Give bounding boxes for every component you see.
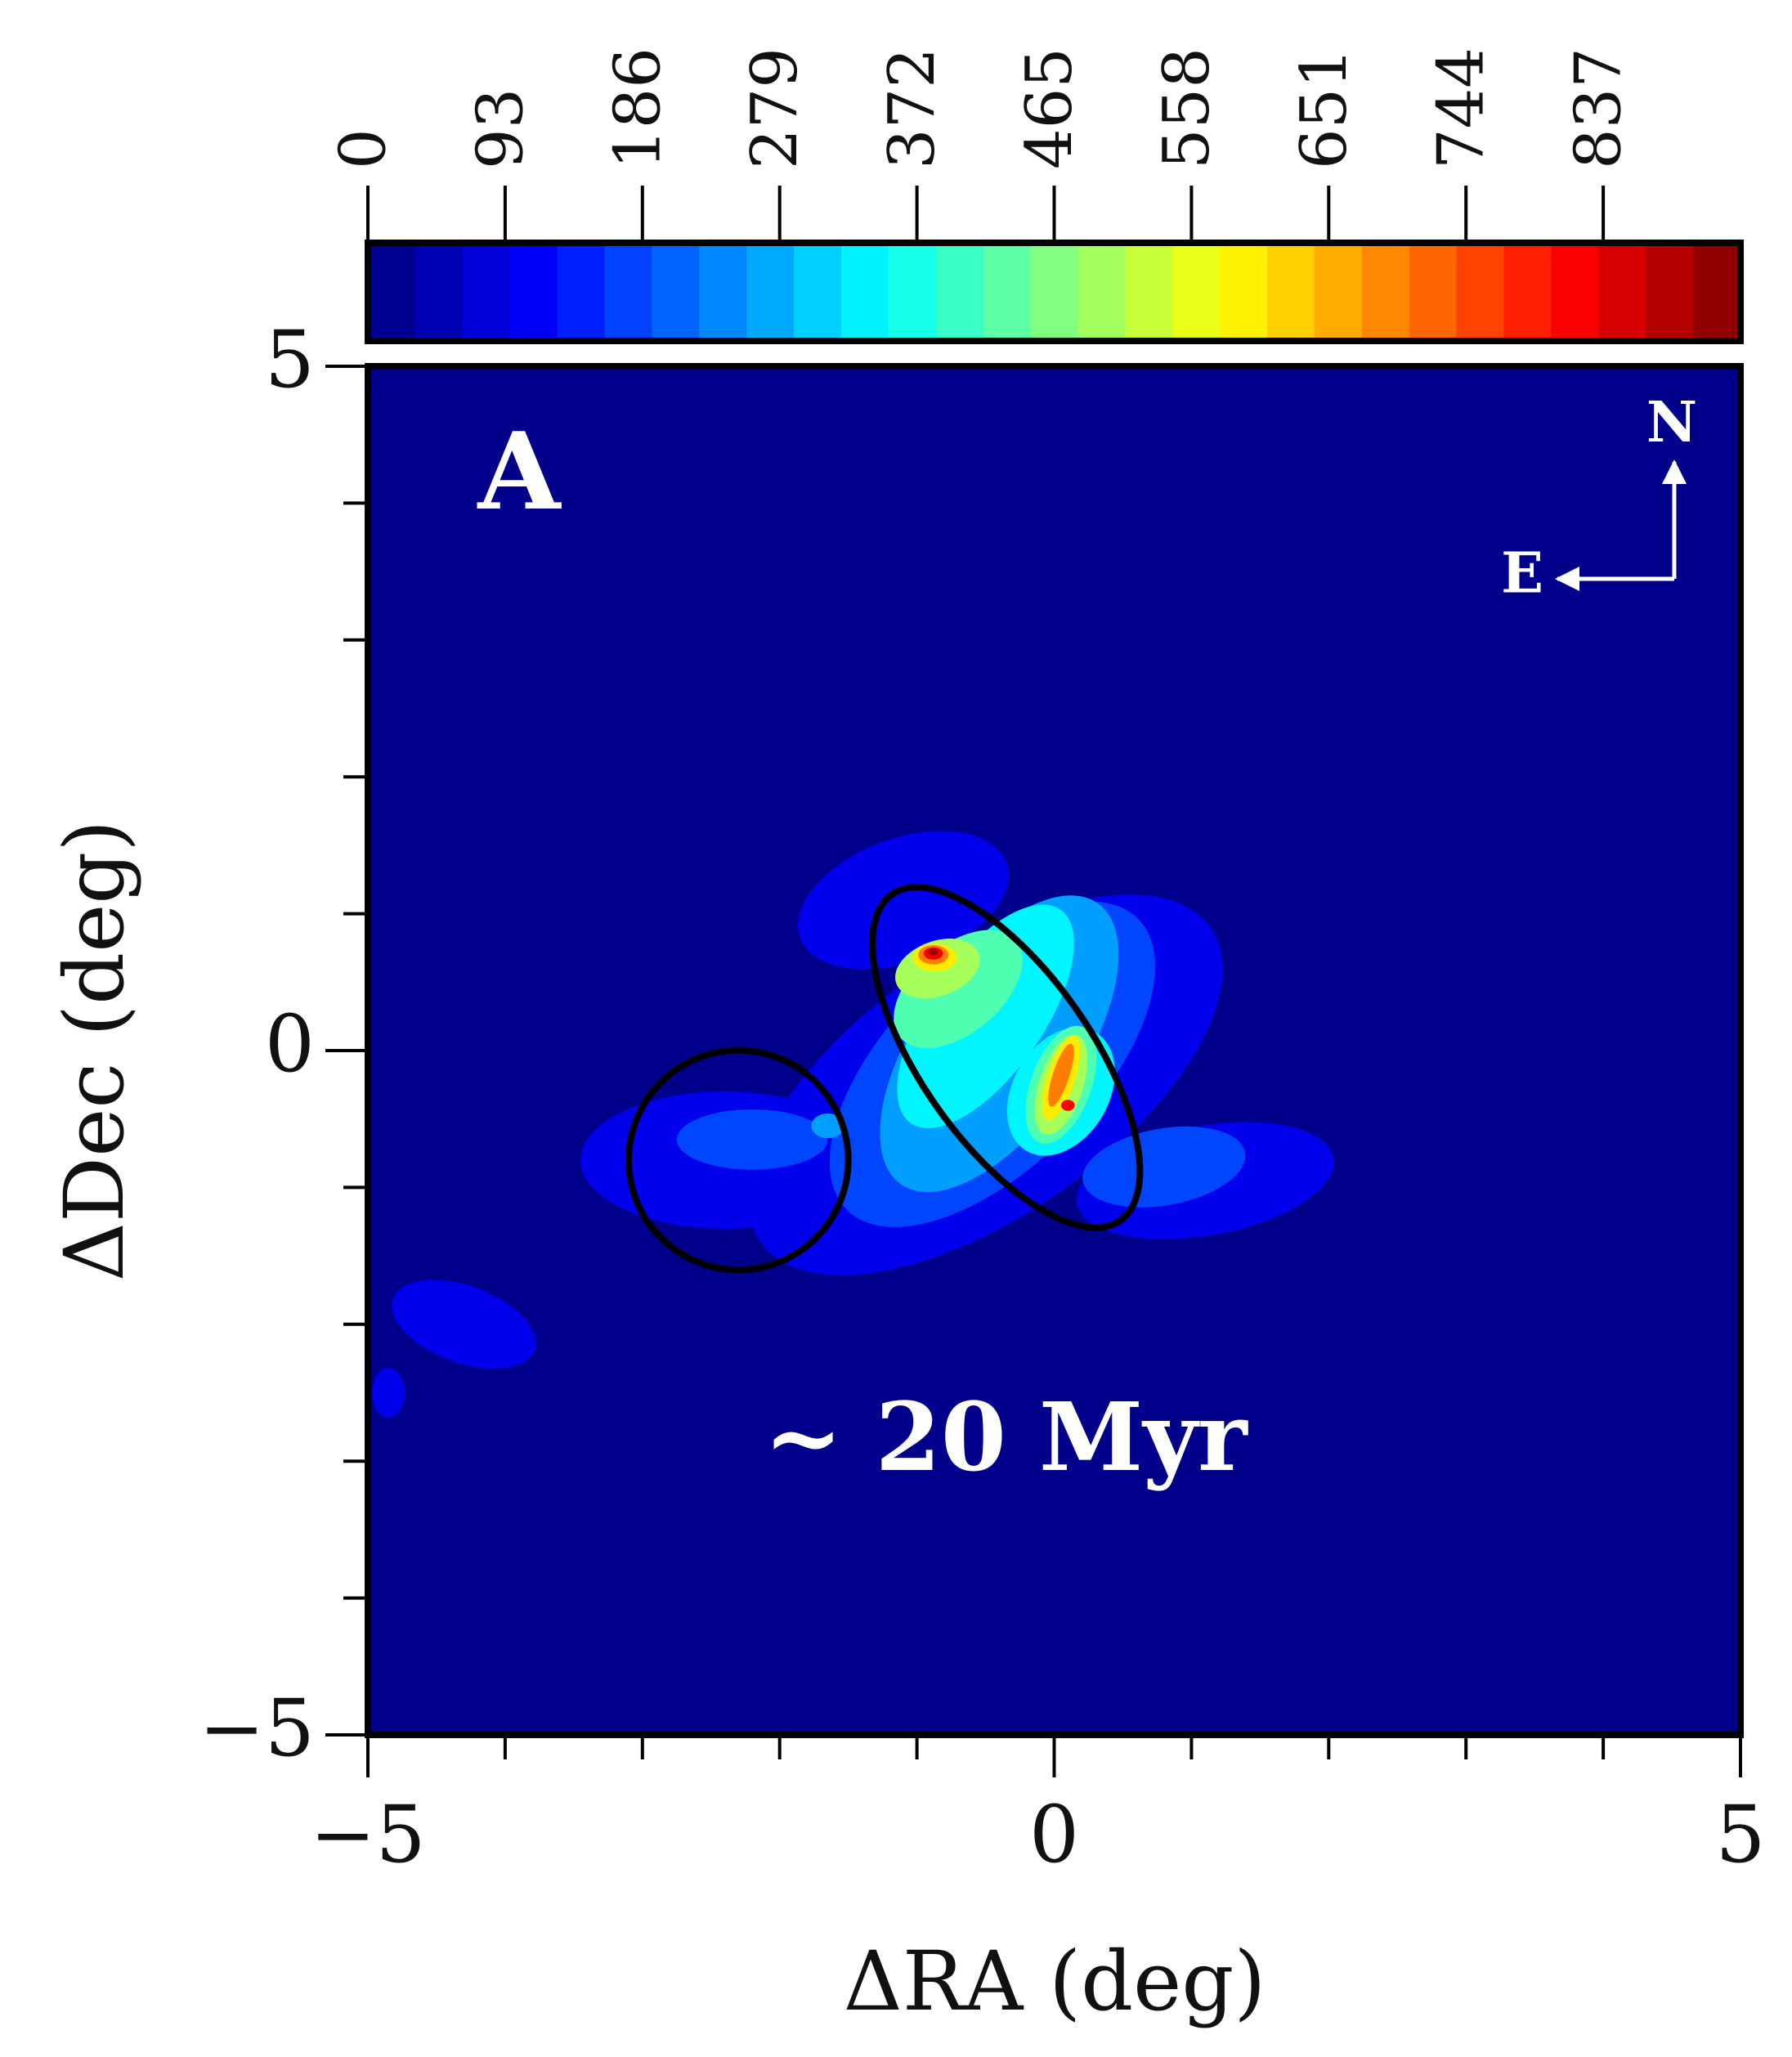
compass: N E	[1501, 390, 1697, 607]
colorbar-cell	[368, 243, 416, 341]
colorbar-cell	[1551, 243, 1599, 341]
colorbar-cell	[509, 243, 558, 341]
colorbar-cell	[888, 243, 937, 341]
colorbar-tick-label: 651	[1288, 47, 1361, 169]
panel-label: A	[477, 409, 562, 534]
density-contour	[811, 1113, 844, 1139]
colorbar-cell	[840, 243, 889, 341]
density-contour	[392, 1279, 536, 1369]
density-contour	[1048, 1043, 1074, 1107]
density-contour	[1082, 1126, 1246, 1208]
colorbar-frame	[365, 240, 1744, 344]
colorbar-cell	[1409, 243, 1458, 341]
plot-frame	[365, 363, 1744, 1738]
x-axis: −5 0 5	[310, 1738, 1766, 1880]
colorbar-cell	[1030, 243, 1079, 341]
x-tick-label: −5	[310, 1789, 426, 1880]
density-contour	[1060, 1100, 1075, 1111]
colorbar-cell	[1220, 243, 1268, 341]
colorbar-cell	[1456, 243, 1505, 341]
colorbar-cell	[1172, 243, 1221, 341]
colorbar-tick-label: 279	[738, 47, 812, 169]
colorbar-tick-label: 186	[601, 47, 674, 169]
colorbar-cell	[1125, 243, 1173, 341]
y-tick-label: −5	[199, 1683, 315, 1774]
north-label: N	[1646, 390, 1697, 455]
colorbar-cell	[1598, 243, 1646, 341]
colorbar-cell	[604, 243, 652, 341]
colorbar-cell	[462, 243, 511, 341]
density-contour	[797, 831, 1009, 970]
x-axis-title: ΔRA (deg)	[844, 1934, 1266, 2029]
colorbar: 0 93 186 279 372 465 558 651 744 837	[327, 47, 1744, 344]
density-contour	[676, 1109, 828, 1170]
density-contour	[928, 948, 939, 956]
colorbar-cell	[1077, 243, 1126, 341]
colorbar-tick-label: 372	[876, 47, 949, 169]
colorbar-cell	[1503, 243, 1552, 341]
colorbar-tick-label: 837	[1562, 47, 1636, 169]
y-tick-label: 5	[265, 314, 315, 406]
age-annotation: ~ 20 Myr	[764, 1383, 1248, 1493]
colorbar-tick-label: 465	[1013, 47, 1086, 169]
colorbar-cell	[935, 243, 984, 341]
y-axis-title: ΔDec (deg)	[47, 820, 142, 1282]
density-field	[372, 831, 1334, 1418]
x-tick-label: 0	[1029, 1789, 1079, 1880]
east-label: E	[1501, 541, 1543, 607]
colorbar-tick-label: 0	[327, 128, 401, 169]
colorbar-cell	[1361, 243, 1410, 341]
colorbar-cell	[652, 243, 700, 341]
heatmap-panel: A ~ 20 Myr N E	[365, 363, 1744, 1738]
colorbar-cell	[414, 243, 464, 341]
y-axis: −5 0 5	[199, 314, 365, 1774]
colorbar-ticks: 0 93 186 279 372 465 558 651 744 837	[327, 47, 1636, 240]
colorbar-cell	[794, 243, 842, 341]
colorbar-cell	[1267, 243, 1315, 341]
x-tick-label: 5	[1715, 1789, 1765, 1880]
colorbar-cells	[368, 243, 1741, 341]
region-ellipse	[869, 884, 1144, 1231]
colorbar-tick-label: 93	[464, 88, 537, 169]
colorbar-cell	[1693, 243, 1741, 341]
colorbar-cell	[557, 243, 606, 341]
colorbar-tick-label: 558	[1150, 47, 1224, 169]
region-ellipses	[625, 884, 1144, 1274]
density-contour	[372, 1368, 405, 1418]
region-ellipse	[625, 1046, 852, 1274]
colorbar-cell	[1646, 243, 1694, 341]
colorbar-cell	[746, 243, 795, 341]
colorbar-cell	[1314, 243, 1363, 341]
colorbar-cell	[699, 243, 747, 341]
y-tick-label: 0	[265, 998, 315, 1090]
colorbar-cell	[983, 243, 1032, 341]
colorbar-tick-label: 744	[1425, 47, 1499, 169]
